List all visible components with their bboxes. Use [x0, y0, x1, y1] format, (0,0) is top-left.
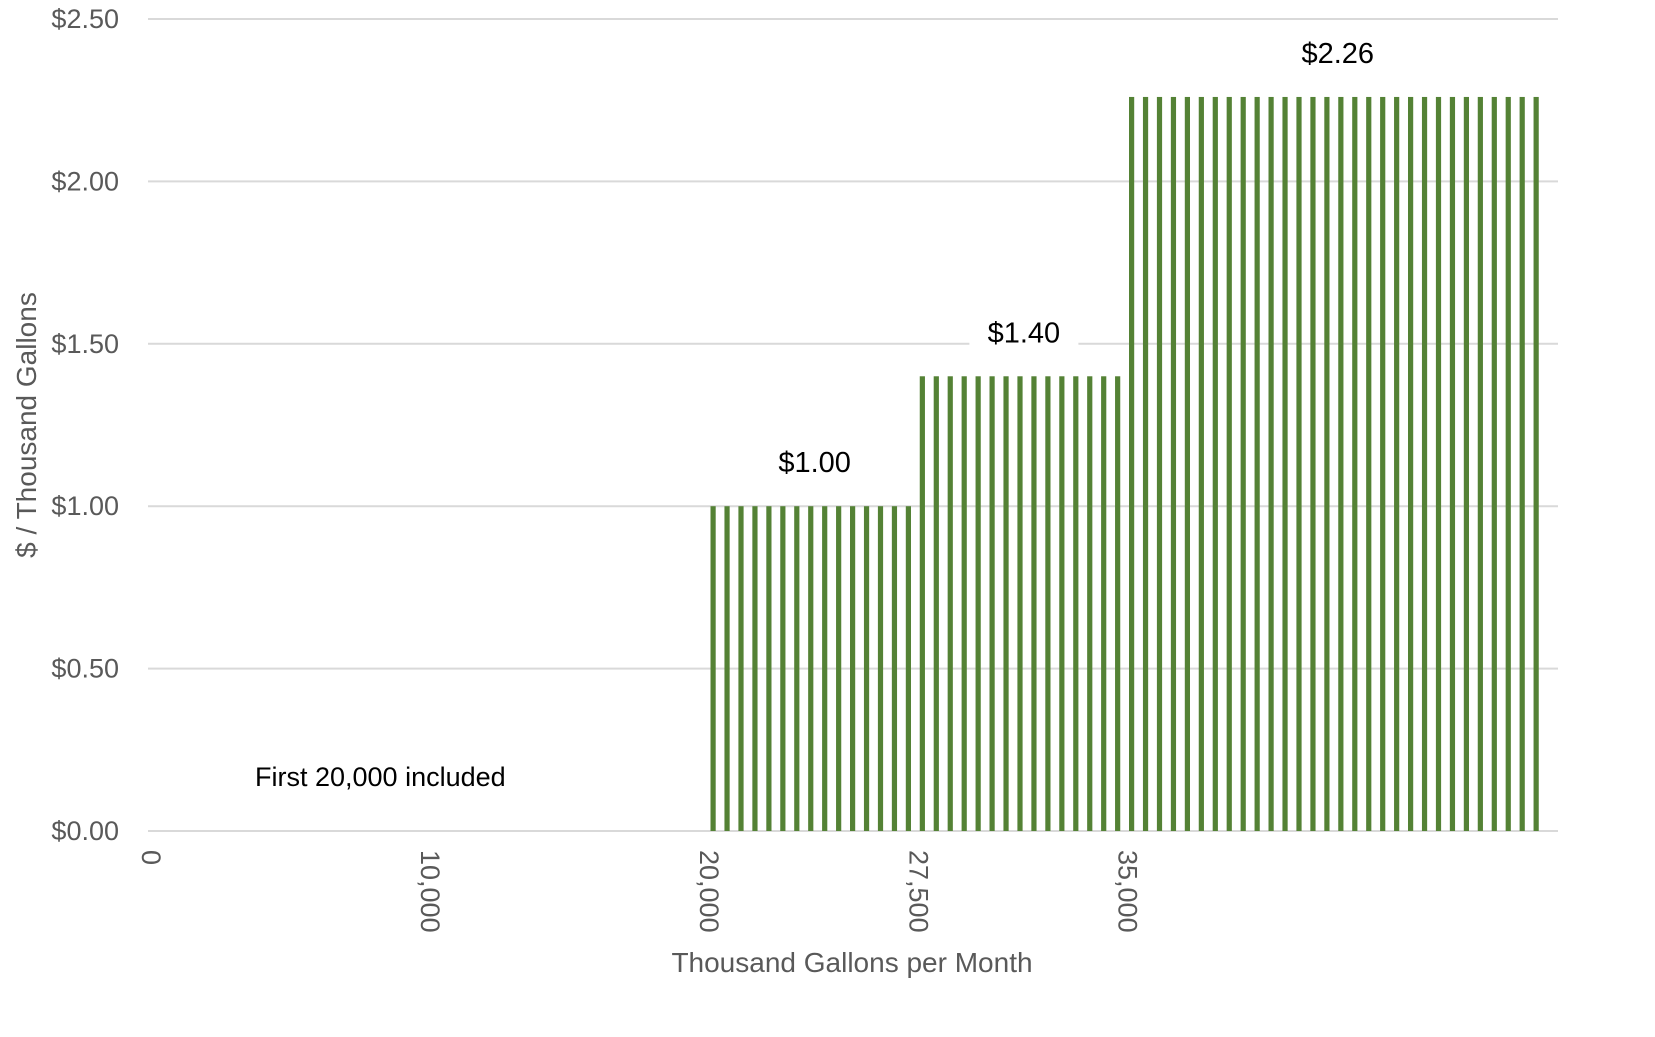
bar — [836, 506, 842, 831]
bar — [961, 376, 967, 831]
y-tick-label: $2.50 — [51, 4, 119, 34]
bar — [1394, 96, 1400, 831]
bar — [1212, 96, 1218, 831]
bar — [794, 506, 800, 831]
bar — [1101, 376, 1107, 831]
bar — [1059, 376, 1065, 831]
bar — [1198, 96, 1204, 831]
y-axis-ticks: $0.00 $0.50 $1.00 $1.50 $2.00 $2.50 — [51, 4, 119, 846]
data-label-bg — [1283, 34, 1393, 73]
y-axis-title: $ / Thousand Gallons — [11, 292, 42, 558]
bar — [1282, 96, 1288, 831]
bar — [724, 506, 730, 831]
bar — [933, 376, 939, 831]
bar — [1003, 376, 1009, 831]
bar — [780, 506, 786, 831]
x-tick-label: 0 — [136, 850, 166, 865]
bar — [1142, 96, 1149, 831]
bar — [989, 376, 995, 831]
bar — [1477, 96, 1483, 831]
bar — [863, 506, 870, 831]
bar — [1463, 96, 1469, 831]
data-labels: $1.00 $1.40 $2.26 — [760, 34, 1393, 483]
bar — [1254, 96, 1260, 831]
bar — [1087, 376, 1093, 831]
bar — [850, 506, 856, 831]
bar — [1296, 96, 1302, 831]
bar — [710, 506, 716, 831]
bar — [752, 506, 758, 831]
bar — [738, 506, 744, 831]
bar — [766, 506, 772, 831]
y-tick-label: $0.00 — [51, 816, 119, 846]
bar — [1017, 376, 1023, 831]
bar — [947, 376, 953, 831]
bar — [919, 376, 925, 831]
annotation-first-included: First 20,000 included — [255, 762, 506, 792]
bar — [1324, 96, 1330, 831]
bar — [808, 506, 814, 831]
bar — [1226, 96, 1232, 831]
bar — [1449, 96, 1456, 831]
bar — [1505, 96, 1511, 831]
bar — [1519, 96, 1525, 831]
bar — [877, 506, 884, 831]
bars — [710, 96, 1539, 831]
bar — [1268, 96, 1274, 831]
data-label: $1.00 — [778, 447, 851, 479]
bar — [1045, 376, 1051, 831]
bar — [1338, 96, 1344, 831]
bar — [891, 506, 898, 831]
bar — [1129, 96, 1135, 831]
bar — [1491, 96, 1497, 831]
bar — [1184, 96, 1190, 831]
data-label: $1.40 — [988, 317, 1061, 349]
data-label-bg — [760, 444, 870, 483]
bar — [1533, 96, 1539, 831]
bar — [822, 506, 828, 831]
bar — [1435, 96, 1442, 831]
bar — [1408, 96, 1414, 831]
x-tick-label: 10,000 — [415, 850, 445, 933]
bar — [1115, 376, 1121, 831]
y-tick-label: $0.50 — [51, 654, 119, 684]
bar — [1421, 96, 1428, 831]
x-tick-label: 20,000 — [694, 850, 724, 933]
y-tick-label: $1.50 — [51, 329, 119, 359]
x-axis-ticks: 0 10,000 20,000 27,500 35,000 — [136, 850, 1143, 933]
bar — [1073, 376, 1079, 831]
bar — [1380, 96, 1386, 831]
x-tick-label: 35,000 — [1113, 850, 1143, 933]
bar — [975, 376, 981, 831]
bar — [1031, 376, 1037, 831]
y-tick-label: $2.00 — [51, 166, 119, 196]
bar — [1240, 96, 1246, 831]
x-axis-title: Thousand Gallons per Month — [671, 947, 1032, 978]
bar — [1366, 96, 1372, 831]
bar — [1352, 96, 1358, 831]
bar — [1156, 96, 1163, 831]
bar — [905, 506, 911, 831]
y-tick-label: $1.00 — [51, 491, 119, 521]
data-label: $2.26 — [1301, 38, 1374, 70]
data-label-bg — [969, 314, 1079, 353]
bar — [1170, 96, 1177, 831]
bar — [1310, 96, 1316, 831]
x-tick-label: 27,500 — [903, 850, 933, 933]
